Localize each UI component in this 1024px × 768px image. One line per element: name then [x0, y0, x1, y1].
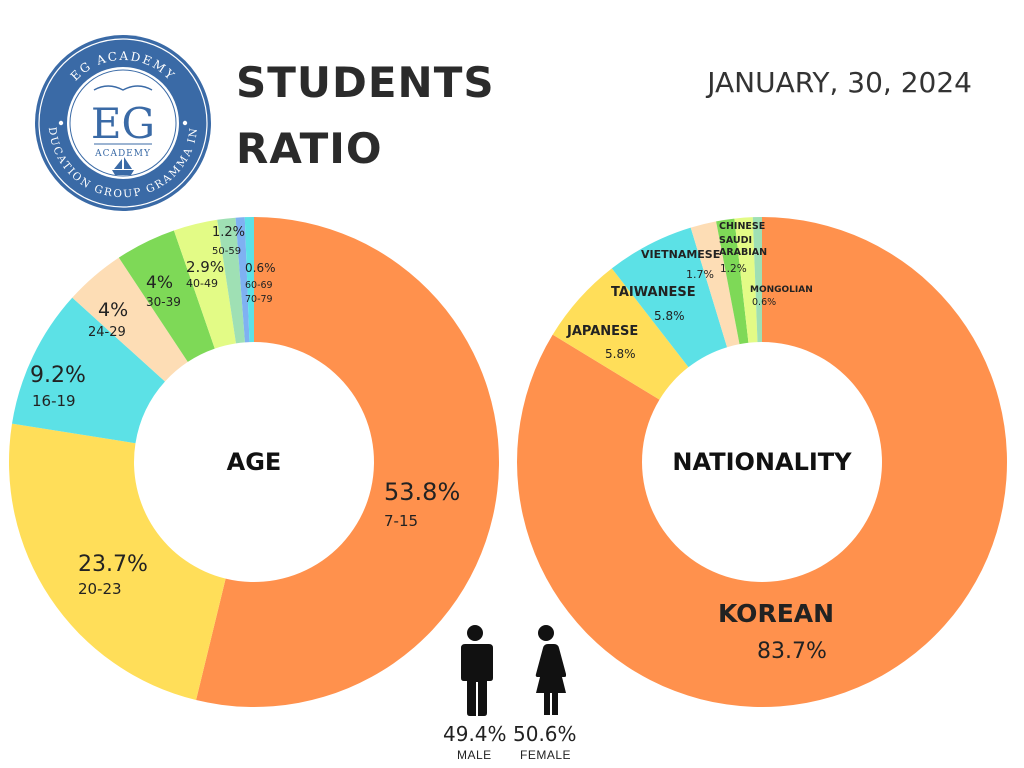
age-range-40-49: 40-49 [186, 277, 218, 290]
age-range-7-15: 7-15 [384, 512, 418, 530]
logo-monogram: EG [91, 99, 155, 148]
age-range-50-59: 50-59 [212, 246, 241, 257]
nationality-donut [516, 217, 1007, 707]
nationality-slice-korean [516, 217, 1007, 707]
age-value-40-49: 2.9% [186, 258, 224, 276]
age-value-7-15: 53.8% [384, 478, 460, 506]
age-slice-40-49 [173, 219, 236, 349]
age-value-30-39: 4% [146, 273, 173, 293]
nationality-value-japanese: 5.8% [605, 347, 636, 361]
age-range-70-79: 70-79 [245, 294, 273, 305]
nationality-value-vietnamese: 1.7% [686, 268, 714, 281]
age-slice-24-29 [72, 257, 188, 382]
nationality-slice-saudi-arabian [734, 217, 758, 343]
female-percent: 50.6% [513, 722, 577, 746]
age-value-24-29: 4% [98, 299, 128, 321]
page-title-line2: RATIO [236, 124, 383, 173]
nationality-slice-chinese [716, 218, 749, 345]
age-center-label: AGE [227, 448, 282, 476]
nationality-label-vietnamese: VIETNAMESE [641, 248, 720, 261]
ship-icon [112, 157, 134, 175]
nationality-slice-vietnamese [690, 221, 740, 348]
nationality-label-japanese: JAPANESE [566, 324, 638, 339]
nationality-value-saudi-arabian: 1.2% [720, 263, 747, 275]
age-slice-16-19 [12, 297, 165, 444]
age-slice-7-15 [196, 217, 499, 707]
nationality-label-taiwanese: TAIWANESE [611, 285, 696, 300]
nationality-label-chinese: CHINESE [719, 221, 765, 232]
logo-academy: ACADEMY [94, 149, 151, 159]
age-range-20-23: 20-23 [78, 580, 122, 598]
report-date: JANUARY, 30, 2024 [707, 66, 972, 99]
age-slice-60-69 [235, 217, 250, 343]
male-percent: 49.4% [443, 722, 507, 746]
nationality-value-korean: 83.7% [757, 639, 827, 664]
male-person-icon [461, 625, 493, 716]
nationality-slice-japanese [552, 268, 689, 400]
age-range-30-39: 30-39 [146, 295, 181, 309]
nationality-label-saudi: SAUDI [719, 235, 752, 246]
male-label: MALE [457, 748, 492, 762]
age-value-20-23: 23.7% [78, 552, 148, 577]
age-value-60-69: 0.6% [245, 261, 276, 275]
age-range-24-29: 24-29 [88, 325, 126, 340]
nationality-label-arabian: ARABIAN [719, 247, 767, 258]
age-slice-50-59 [217, 217, 245, 344]
age-range-16-19: 16-19 [32, 392, 76, 410]
age-range-60-69: 60-69 [245, 280, 273, 291]
nationality-label-mongolian: MONGOLIAN [750, 285, 813, 295]
page-title-line1: STUDENTS [236, 58, 495, 107]
age-value-16-19: 9.2% [30, 363, 86, 388]
female-label: FEMALE [520, 748, 572, 762]
age-slice-30-39 [118, 230, 215, 362]
nationality-label-korean: KOREAN [718, 599, 834, 628]
age-donut [8, 217, 499, 707]
age-slice-20-23 [8, 423, 226, 701]
nationality-value-mongolian: 0.6% [752, 297, 776, 308]
nationality-slice-taiwanese [611, 227, 728, 368]
nationality-center-label: NATIONALITY [672, 448, 852, 476]
nationality-value-taiwanese: 5.8% [654, 309, 685, 323]
age-value-50-59: 1.2% [212, 225, 245, 240]
nationality-slice-mongolian [752, 217, 762, 343]
eg-academy-logo: EG ACADEMY EDUCATION GROUP GRAMMA INC EG… [34, 34, 211, 211]
age-slice-70-79 [244, 217, 254, 343]
female-person-icon [535, 625, 566, 715]
